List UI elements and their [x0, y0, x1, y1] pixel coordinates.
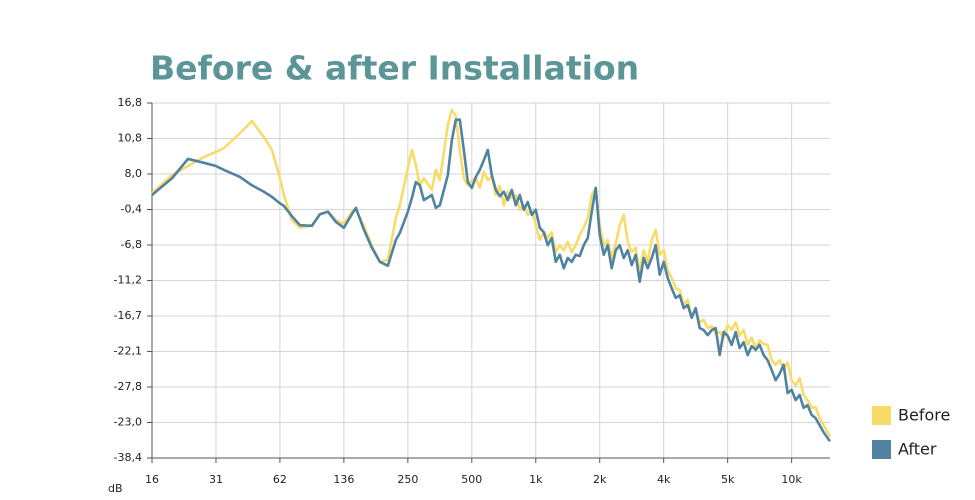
y-tick-label: -0,4: [121, 203, 142, 216]
y-tick-label: -23,0: [114, 416, 142, 429]
x-tick-label: 136: [333, 473, 354, 486]
y-tick-label: -16,7: [114, 309, 142, 322]
x-tick-label: 31: [209, 473, 223, 486]
y-tick-label: -11,2: [114, 274, 142, 287]
legend-label: Before: [898, 406, 950, 425]
y-tick-label: -38,4: [114, 451, 142, 464]
x-tick-label: 4k: [657, 473, 671, 486]
chart-title: Before & after Installation: [150, 49, 639, 88]
data-line: [151, 118, 832, 443]
legend-swatch: [872, 440, 891, 459]
y-tick-label: 8,0: [125, 167, 143, 180]
x-tick-label: 1k: [529, 473, 543, 486]
x-tick-label: 2k: [593, 473, 607, 486]
y-tick-label: -22,1: [114, 345, 142, 358]
y-tick-label: 16,8: [118, 96, 143, 109]
y-axis-label: dB: [108, 482, 123, 495]
y-tick-label: 10,8: [118, 132, 143, 145]
y-tick-label: -6,8: [121, 238, 142, 251]
x-tick-label: 16: [145, 473, 159, 486]
x-tick-label: 500: [461, 473, 482, 486]
x-tick-label: 62: [273, 473, 287, 486]
x-tick-label: 10k: [781, 473, 802, 486]
x-tick-label: 5k: [721, 473, 735, 486]
y-tick-label: -27,8: [114, 380, 142, 393]
data-line: [151, 108, 832, 438]
x-tick-label: 250: [397, 473, 418, 486]
legend-swatch: [872, 406, 891, 425]
legend-label: After: [898, 440, 937, 459]
